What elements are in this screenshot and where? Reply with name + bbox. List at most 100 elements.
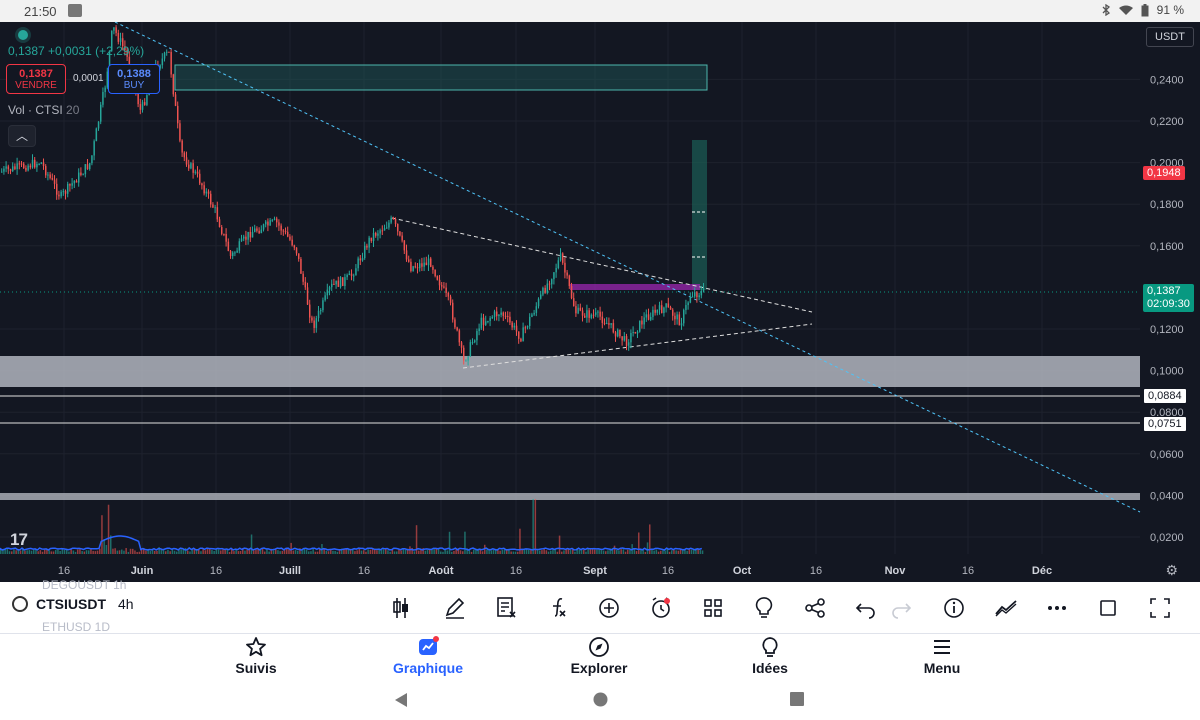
price-chart[interactable]: 0,2400 0,2200 0,2000 0,1800 0,1600 0,1200 0,10… bbox=[0, 22, 1200, 582]
indicators-button[interactable] bbox=[493, 594, 521, 622]
nav-menu[interactable]: Menu bbox=[887, 636, 997, 676]
volume-bar bbox=[479, 549, 482, 554]
ideas-bulb-button[interactable] bbox=[750, 594, 778, 622]
add-button[interactable] bbox=[595, 594, 623, 622]
symbol-selector[interactable]: CTSIUSDT 4h bbox=[12, 596, 134, 612]
ideas-bulb-icon bbox=[755, 597, 773, 618]
candle-body bbox=[58, 194, 60, 197]
candle-body bbox=[212, 204, 214, 208]
candle-type-button[interactable] bbox=[388, 594, 416, 622]
candle-body bbox=[119, 38, 122, 42]
volume-bar bbox=[532, 499, 534, 554]
candle-body bbox=[126, 50, 128, 57]
nav-graphique[interactable]: Graphique bbox=[373, 636, 483, 676]
undo-button[interactable] bbox=[852, 594, 880, 622]
function-button[interactable] bbox=[544, 594, 572, 622]
chart-canvas[interactable]: 0,24000,22000,20000,18000,16000,12000,10… bbox=[0, 22, 1200, 582]
volume-bar bbox=[376, 550, 378, 554]
volume-bar bbox=[596, 549, 598, 554]
more-button[interactable] bbox=[1043, 594, 1071, 622]
nav-explorer[interactable]: Explorer bbox=[544, 636, 654, 676]
layout-grid-button[interactable] bbox=[699, 594, 727, 622]
volume-bar bbox=[92, 550, 94, 554]
candle-body bbox=[599, 311, 601, 317]
compare-button[interactable] bbox=[992, 594, 1020, 622]
volume-bar bbox=[517, 551, 519, 554]
volume-bar bbox=[160, 548, 163, 554]
volume-bar bbox=[448, 531, 451, 554]
long-downtrend-line bbox=[114, 22, 1141, 513]
candle-body bbox=[5, 166, 7, 169]
collapse-legend-button[interactable]: ︿ bbox=[8, 125, 36, 147]
back-triangle-icon[interactable] bbox=[394, 692, 408, 708]
volume-bar bbox=[477, 548, 479, 554]
volume-bar bbox=[114, 548, 116, 554]
candle-body bbox=[454, 319, 456, 328]
candle-body bbox=[361, 258, 364, 261]
share-button[interactable] bbox=[801, 594, 829, 622]
draw-pen-button[interactable] bbox=[441, 594, 469, 622]
volume-bar bbox=[435, 548, 438, 554]
candle-body bbox=[689, 296, 692, 303]
purple-range bbox=[570, 284, 700, 290]
volume-bar bbox=[693, 549, 695, 554]
candle-body bbox=[702, 288, 705, 292]
volume-bar bbox=[506, 549, 508, 554]
time-axis-label: 16 bbox=[510, 565, 522, 577]
timeframe[interactable]: 4h bbox=[118, 596, 134, 612]
spread-value: 0,0001 bbox=[73, 73, 104, 84]
candle-body bbox=[458, 330, 461, 343]
candle-body bbox=[469, 342, 472, 357]
fullscreen-button[interactable] bbox=[1146, 594, 1174, 622]
volume-bar bbox=[338, 549, 341, 554]
candle-body bbox=[570, 286, 573, 299]
candle-body bbox=[498, 314, 500, 317]
candle-body bbox=[581, 310, 584, 316]
candle-body bbox=[227, 241, 230, 251]
sell-button[interactable]: 0,1387 VENDRE bbox=[6, 64, 66, 94]
volume-bar bbox=[332, 550, 334, 554]
recents-square-icon[interactable] bbox=[790, 692, 804, 706]
redo-button[interactable] bbox=[887, 594, 915, 622]
tradingview-logo[interactable]: 17 bbox=[10, 530, 28, 549]
volume-bar bbox=[72, 550, 75, 554]
candle-body bbox=[163, 52, 166, 59]
volume-bar bbox=[380, 549, 383, 554]
volume-bar bbox=[151, 549, 154, 554]
live-indicator bbox=[18, 30, 28, 40]
volume-bar bbox=[178, 549, 180, 554]
volume-bar bbox=[327, 551, 330, 554]
buy-button[interactable]: 0,1388 BUY bbox=[108, 64, 160, 94]
share-icon bbox=[805, 598, 825, 618]
volume-bar bbox=[512, 551, 515, 554]
candle-body bbox=[36, 163, 38, 168]
volume-bar bbox=[39, 550, 42, 554]
candle-body bbox=[557, 260, 560, 268]
alert-clock-button[interactable] bbox=[647, 594, 675, 622]
volume-bar bbox=[79, 549, 81, 554]
volume-bar bbox=[451, 551, 453, 554]
volume-bar bbox=[145, 550, 147, 554]
candle-body bbox=[141, 102, 144, 110]
volume-ma-line bbox=[0, 535, 703, 551]
home-circle-icon[interactable] bbox=[593, 692, 608, 707]
nav-suivis[interactable]: Suivis bbox=[201, 636, 311, 676]
candle-body bbox=[108, 50, 111, 72]
candle-body bbox=[137, 93, 139, 105]
volume-indicator-label[interactable]: Vol · CTSI 20 bbox=[8, 103, 79, 117]
candle-body bbox=[14, 166, 16, 170]
candle-body bbox=[408, 259, 410, 262]
candle-body bbox=[271, 219, 274, 221]
volume-bar bbox=[191, 548, 193, 554]
candle-body bbox=[606, 323, 608, 325]
volume-bar bbox=[138, 551, 141, 554]
square-button[interactable] bbox=[1094, 594, 1122, 622]
candle-body bbox=[71, 183, 73, 186]
settings-gear-icon[interactable]: ⚙ bbox=[1165, 562, 1178, 578]
layout-grid-icon bbox=[704, 599, 722, 617]
currency-selector[interactable]: USDT bbox=[1146, 27, 1194, 47]
volume-bar bbox=[68, 551, 70, 554]
nav-idees[interactable]: Idées bbox=[715, 636, 825, 676]
info-button[interactable] bbox=[940, 594, 968, 622]
candle-body bbox=[203, 185, 205, 194]
